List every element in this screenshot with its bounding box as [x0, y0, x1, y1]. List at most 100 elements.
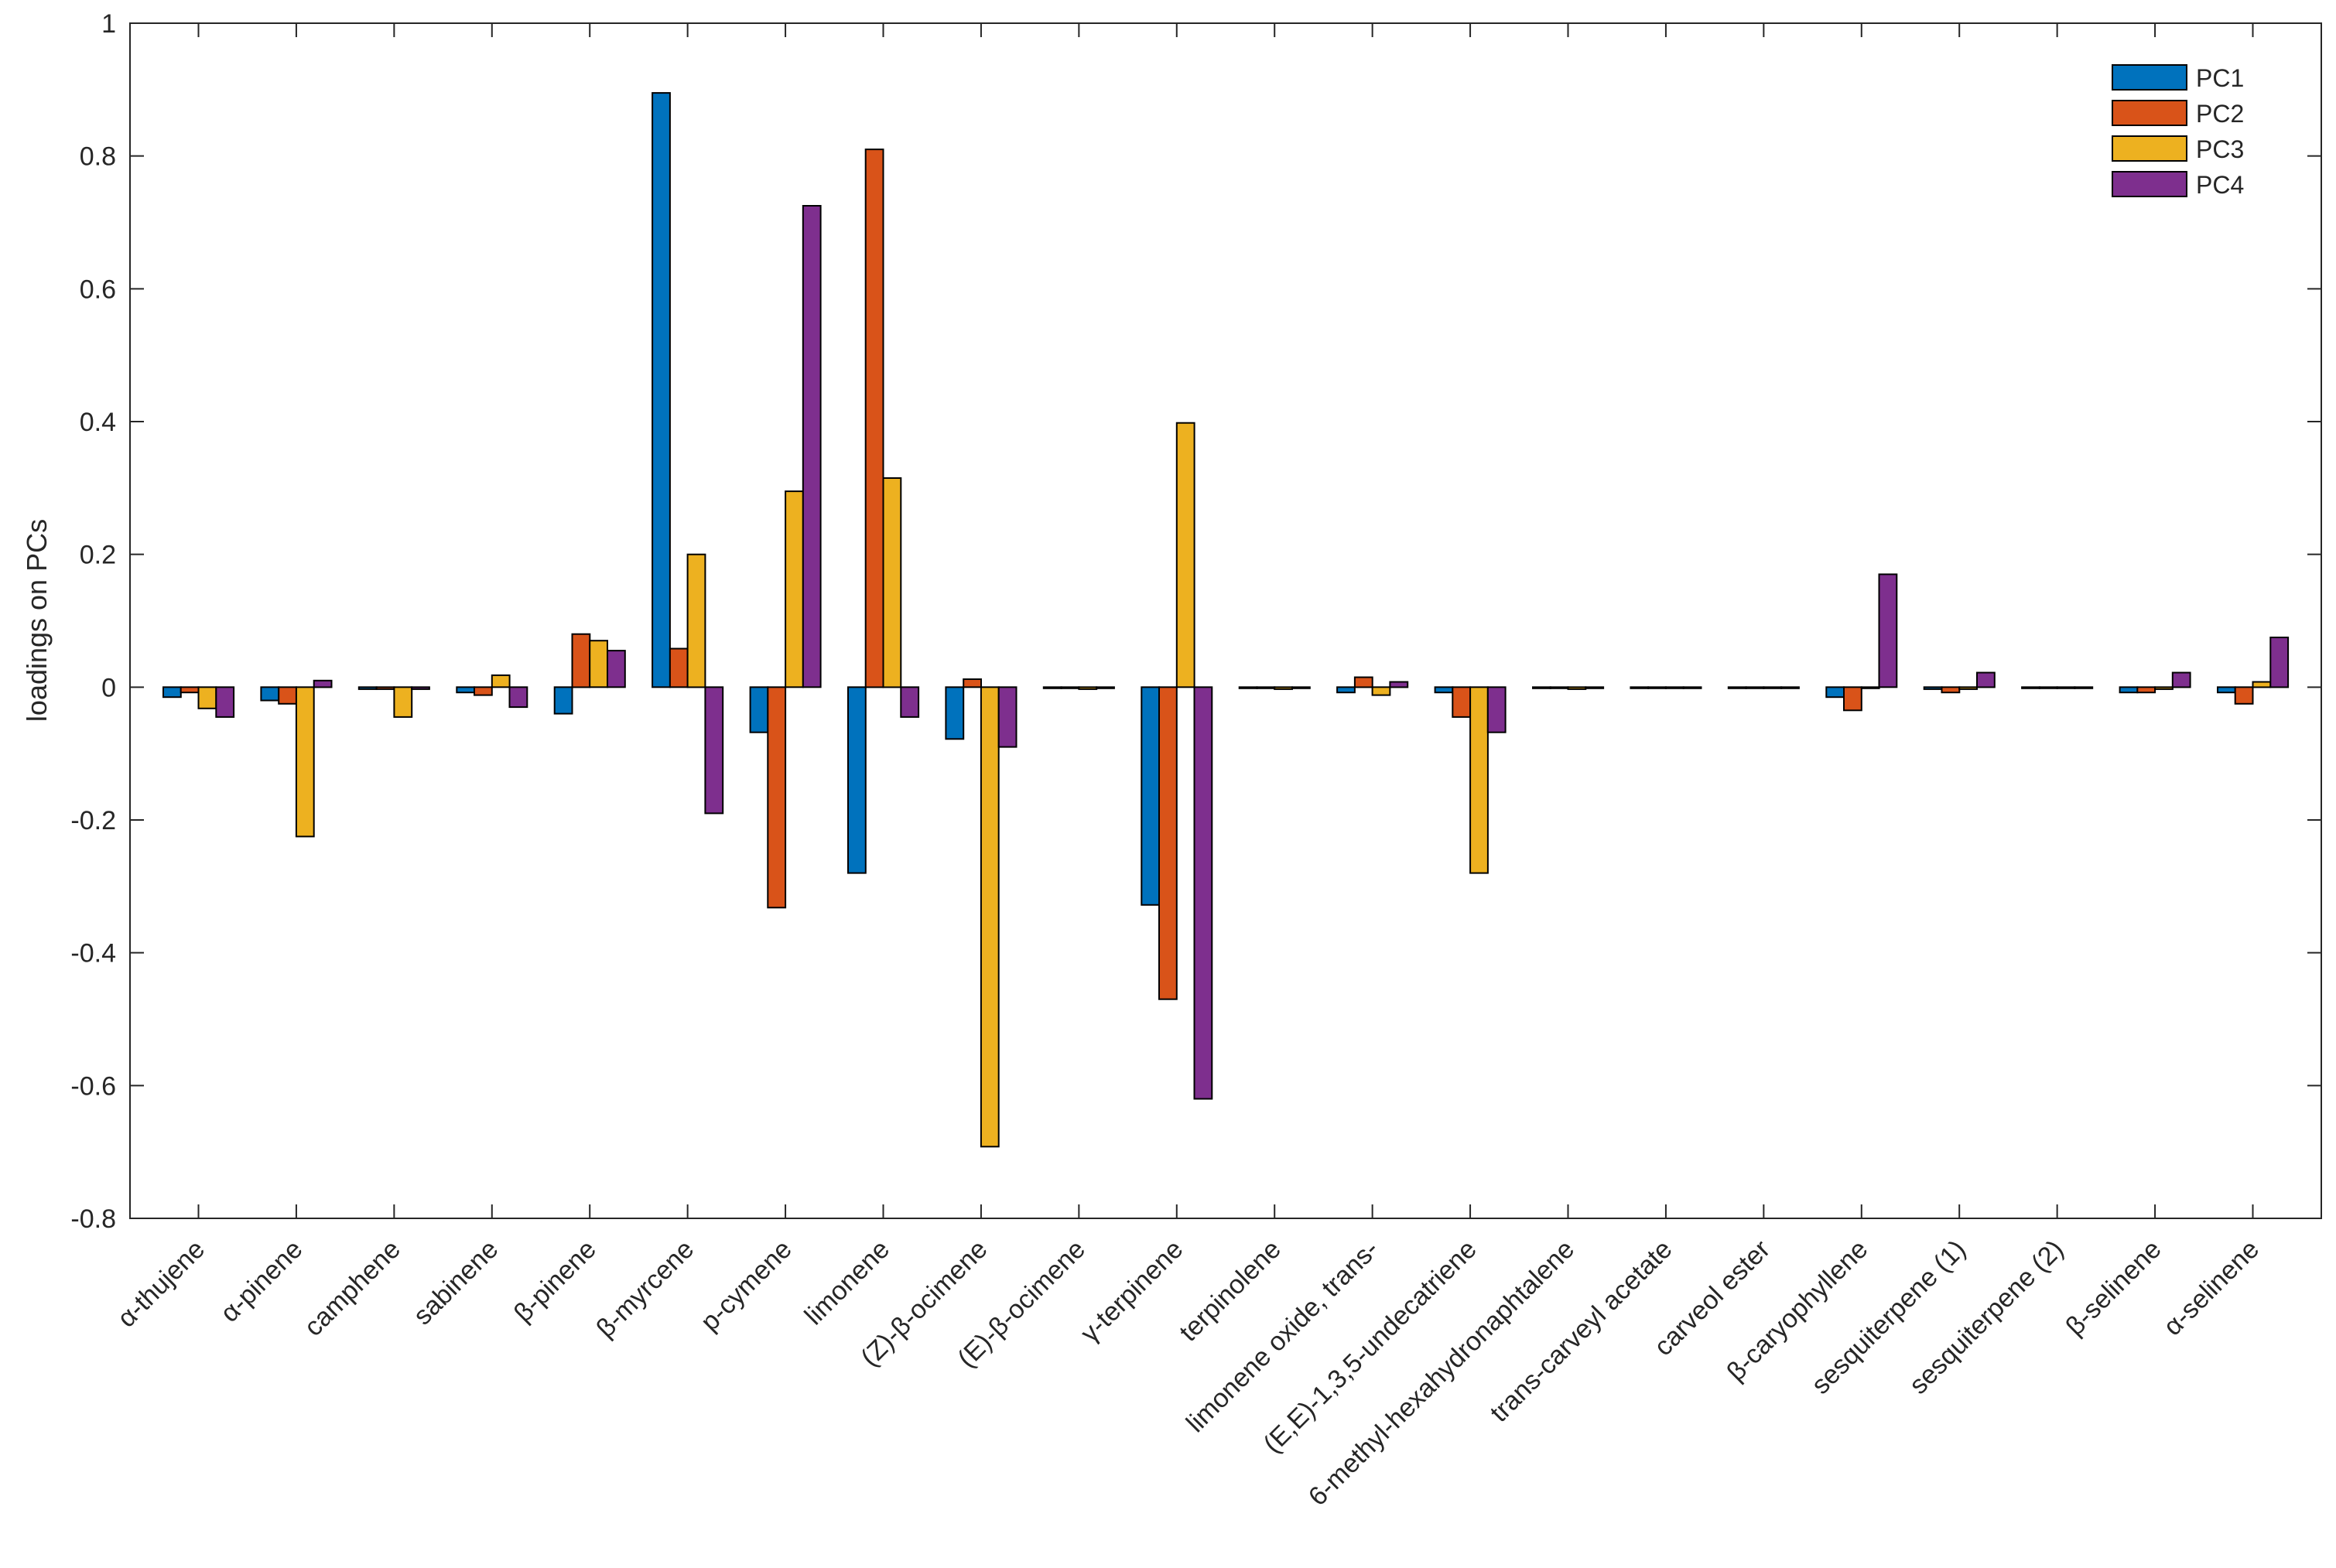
bar-pc3-19 [1958, 686, 1978, 690]
bar-pc4-12 [1291, 686, 1311, 689]
bar-pc4-2 [313, 679, 333, 688]
bar-pc3-16 [1664, 686, 1684, 689]
bar-pc1-6 [652, 92, 671, 688]
legend-label-pc1: PC1 [2196, 64, 2244, 92]
bar-pc3-11 [1175, 422, 1195, 688]
bar-pc4-19 [1976, 671, 1996, 688]
bar-pc1-16 [1630, 686, 1650, 689]
bar-pc4-5 [607, 650, 626, 688]
bar-pc2-13 [1353, 676, 1373, 688]
bar-pc3-13 [1371, 686, 1391, 696]
category-label: β-myrcene [590, 1235, 699, 1344]
category-label: limonene oxide, trans- [1181, 1235, 1384, 1438]
bar-pc2-19 [1941, 686, 1961, 694]
bar-pc3-22 [2252, 681, 2272, 688]
bar-pc2-11 [1158, 686, 1178, 1000]
bar-pc1-22 [2217, 686, 2236, 694]
bar-pc3-4 [491, 674, 511, 688]
bar-pc2-14 [1452, 686, 1472, 718]
bar-pc2-16 [1647, 686, 1667, 689]
y-tick-label: -0.8 [70, 1204, 116, 1234]
bar-pc2-18 [1843, 686, 1862, 712]
bar-pc4-3 [411, 686, 430, 690]
bar-pc3-5 [589, 640, 609, 688]
bar-pc3-6 [686, 553, 706, 688]
plot-frame [129, 22, 2322, 1219]
bar-pc2-1 [180, 686, 200, 694]
bar-pc4-13 [1389, 681, 1409, 688]
bar-pc4-11 [1193, 686, 1213, 1100]
bar-pc4-1 [215, 686, 235, 718]
bar-pc4-20 [2074, 686, 2094, 689]
y-tick-label: -0.6 [70, 1071, 116, 1101]
bar-pc4-22 [2269, 637, 2290, 688]
bar-pc2-21 [2136, 686, 2156, 694]
bar-pc4-6 [704, 686, 724, 815]
bar-pc4-10 [1096, 686, 1115, 689]
legend-swatch-pc1 [2112, 64, 2187, 91]
legend-label-pc3: PC3 [2196, 135, 2244, 163]
bar-pc2-6 [669, 647, 689, 688]
bar-pc2-8 [864, 149, 884, 688]
bar-pc3-2 [295, 686, 315, 838]
legend-label-pc4: PC4 [2196, 171, 2244, 199]
y-tick-label: -0.4 [70, 939, 116, 968]
bar-pc1-5 [553, 686, 573, 715]
bar-pc4-15 [1585, 686, 1605, 689]
bar-pc4-16 [1682, 686, 1702, 689]
y-tick-label: 0.4 [80, 408, 116, 437]
bar-pc3-17 [1763, 686, 1783, 689]
bar-pc4-7 [802, 205, 822, 688]
bar-pc3-9 [980, 686, 1000, 1148]
bar-pc1-11 [1141, 686, 1161, 906]
bar-pc1-17 [1727, 686, 1747, 689]
bar-pc2-4 [474, 686, 493, 696]
plot-background [130, 23, 2321, 1218]
bar-pc3-3 [393, 686, 413, 718]
category-label: γ-terpinene [1075, 1235, 1189, 1348]
bar-pc3-1 [197, 686, 217, 709]
category-label: camphene [299, 1235, 406, 1342]
bar-pc1-13 [1336, 686, 1356, 694]
bar-pc2-12 [1256, 686, 1276, 689]
bar-pc1-19 [1923, 686, 1943, 690]
y-tick-label: 0 [101, 673, 116, 702]
legend-swatch-pc3 [2112, 135, 2187, 162]
category-label: β-pinene [508, 1235, 602, 1328]
category-label: limonene [799, 1235, 895, 1331]
y-axis-label: loadings on PCs [21, 519, 53, 722]
axes [129, 22, 2322, 1219]
bar-pc2-17 [1745, 686, 1765, 689]
bar-pc2-3 [375, 686, 395, 690]
bar-pc1-14 [1434, 686, 1454, 694]
bar-pc4-8 [900, 686, 920, 718]
bar-pc4-4 [508, 686, 528, 709]
bar-pc4-18 [1878, 573, 1898, 688]
bar-pc2-20 [2038, 686, 2058, 689]
bar-pc1-21 [2119, 686, 2139, 694]
y-tick-label: -0.2 [70, 806, 116, 835]
bar-pc1-9 [945, 686, 965, 740]
y-tick-label: 0.6 [80, 275, 116, 304]
bar-pc1-18 [1825, 686, 1845, 699]
category-label: β-selinene [2060, 1235, 2167, 1341]
category-label: sabinene [408, 1235, 504, 1331]
bar-pc1-4 [456, 686, 476, 694]
bar-pc3-10 [1078, 686, 1098, 690]
bar-pc4-14 [1486, 686, 1507, 733]
bar-pc2-2 [278, 686, 298, 705]
bar-pc1-10 [1042, 686, 1062, 689]
y-tick-label: 0.2 [80, 541, 116, 570]
bar-pc1-1 [162, 686, 182, 699]
bar-pc3-8 [882, 477, 902, 688]
bar-group [162, 92, 2290, 1148]
legend-label-pc2: PC2 [2196, 100, 2244, 128]
bar-pc3-20 [2056, 686, 2076, 689]
bar-pc4-17 [1780, 686, 1800, 689]
bar-pc2-15 [1549, 686, 1569, 689]
bar-pc1-8 [847, 686, 867, 874]
bar-pc4-21 [2171, 671, 2191, 688]
bar-pc1-2 [260, 686, 280, 702]
category-label: p-cymene [695, 1235, 797, 1337]
